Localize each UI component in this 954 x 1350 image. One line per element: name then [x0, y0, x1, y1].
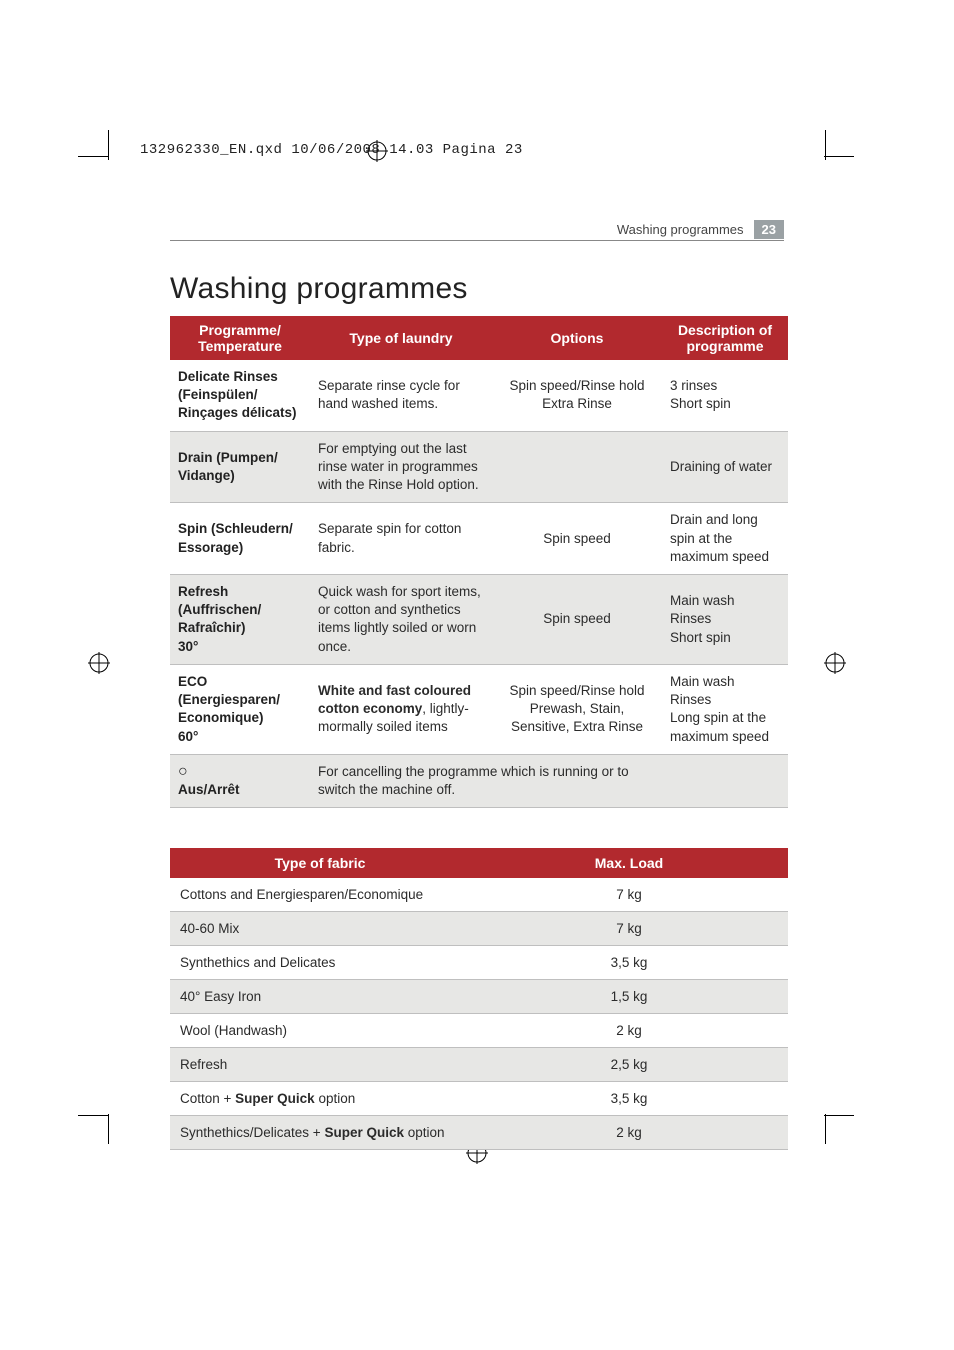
cell-description: 3 rinses Short spin: [662, 360, 788, 431]
table-row: Delicate Rinses (Feinspülen/ Rinçages dé…: [170, 360, 788, 431]
cell-fabric: 40° Easy Iron: [170, 980, 470, 1014]
cell-options: Spin speed/Rinse hold Prewash, Stain, Se…: [492, 664, 662, 754]
cell-fabric: Synthethics and Delicates: [170, 946, 470, 980]
hdr-line: programme: [668, 338, 782, 354]
cell-maxload: 3,5 kg: [470, 1082, 788, 1116]
hdr-line: Temperature: [176, 338, 304, 354]
cell-maxload: 7 kg: [470, 912, 788, 946]
table-row: 40° Easy Iron1,5 kg: [170, 980, 788, 1014]
cell-text: Aus/Arrêt: [178, 781, 302, 799]
page-number: 23: [754, 220, 784, 239]
cell-text-bold: Super Quick: [235, 1091, 315, 1106]
programmes-tbody: Delicate Rinses (Feinspülen/ Rinçages dé…: [170, 360, 788, 808]
col-laundry: Type of laundry: [310, 316, 492, 360]
cell-options: [492, 431, 662, 503]
cell-options: Spin speed/Rinse hold Extra Rinse: [492, 360, 662, 431]
crop-mark: [78, 1115, 108, 1116]
cell-maxload: 3,5 kg: [470, 946, 788, 980]
table-row: ECO (Energiesparen/ Economique) 60°White…: [170, 664, 788, 754]
cell-fabric: 40-60 Mix: [170, 912, 470, 946]
crop-mark: [825, 1114, 826, 1144]
cell-options: Spin speed: [492, 574, 662, 664]
cell-fabric: Cottons and Energiesparen/Economique: [170, 878, 470, 912]
col-fabric: Type of fabric: [170, 848, 470, 878]
cell-laundry: White and fast coloured cotton economy, …: [310, 664, 492, 754]
cell-laundry: For emptying out the last rinse water in…: [310, 431, 492, 503]
programmes-table: Programme/ Temperature Type of laundry O…: [170, 316, 788, 808]
cell-fabric: Refresh: [170, 1048, 470, 1082]
table-row: Drain (Pumpen/ Vidange)For emptying out …: [170, 431, 788, 503]
cell-text-bold: White and fast coloured cotton economy: [318, 683, 471, 716]
page-title: Washing programmes: [170, 272, 788, 306]
col-description: Description of programme: [662, 316, 788, 360]
cell-fabric: Wool (Handwash): [170, 1014, 470, 1048]
cell-programme: ○Aus/Arrêt: [170, 754, 310, 807]
cell-programme: Refresh (Auffrischen/ Rafraîchir) 30°: [170, 574, 310, 664]
table-row: Wool (Handwash)2 kg: [170, 1014, 788, 1048]
crop-mark: [108, 130, 109, 160]
col-maxload: Max. Load: [470, 848, 788, 878]
running-header-rule: [170, 240, 784, 241]
cell-laundry: Separate rinse cycle for hand washed ite…: [310, 360, 492, 431]
cell-description: [662, 754, 788, 807]
running-header-section: Washing programmes: [617, 222, 744, 237]
table-row: Synthethics and Delicates3,5 kg: [170, 946, 788, 980]
load-tbody: Cottons and Energiesparen/Economique7 kg…: [170, 878, 788, 1150]
cell-options: Spin speed: [492, 503, 662, 575]
crop-mark: [825, 130, 826, 160]
cell-fabric: Cotton + Super Quick option: [170, 1082, 470, 1116]
cell-merged: For cancelling the programme which is ru…: [310, 754, 662, 807]
table-row: Refresh (Auffrischen/ Rafraîchir) 30°Qui…: [170, 574, 788, 664]
cell-maxload: 2 kg: [470, 1116, 788, 1150]
table-row: Synthethics/Delicates + Super Quick opti…: [170, 1116, 788, 1150]
cell-programme: Delicate Rinses (Feinspülen/ Rinçages dé…: [170, 360, 310, 431]
cell-maxload: 1,5 kg: [470, 980, 788, 1014]
crop-mark: [824, 1115, 854, 1116]
cell-programme: Drain (Pumpen/ Vidange): [170, 431, 310, 503]
content-area: Washing programmes Programme/ Temperatur…: [170, 258, 788, 1150]
crop-mark: [108, 1114, 109, 1144]
col-programme: Programme/ Temperature: [170, 316, 310, 360]
hdr-line: Description of: [678, 322, 772, 338]
table-row: Cotton + Super Quick option3,5 kg: [170, 1082, 788, 1116]
table-header-row: Type of fabric Max. Load: [170, 848, 788, 878]
cell-maxload: 7 kg: [470, 878, 788, 912]
cell-laundry: Separate spin for cotton fabric.: [310, 503, 492, 575]
page: 132962330_EN.qxd 10/06/2008 14.03 Pagina…: [0, 0, 954, 1350]
table-row: Cottons and Energiesparen/Economique7 kg: [170, 878, 788, 912]
running-header: Washing programmes 23: [617, 220, 784, 239]
cell-fabric: Synthethics/Delicates + Super Quick opti…: [170, 1116, 470, 1150]
col-options: Options: [492, 316, 662, 360]
table-row: Refresh2,5 kg: [170, 1048, 788, 1082]
cell-description: Main wash Rinses Long spin at the maximu…: [662, 664, 788, 754]
table-header-row: Programme/ Temperature Type of laundry O…: [170, 316, 788, 360]
table-row: ○Aus/ArrêtFor cancelling the programme w…: [170, 754, 788, 807]
off-icon: ○: [178, 764, 188, 780]
hdr-line: Programme/: [199, 322, 281, 338]
cell-programme: ECO (Energiesparen/ Economique) 60°: [170, 664, 310, 754]
cell-laundry: Quick wash for sport items, or cotton an…: [310, 574, 492, 664]
cell-programme: Spin (Schleudern/ Essorage): [170, 503, 310, 575]
registration-mark-icon: [88, 652, 110, 674]
load-table: Type of fabric Max. Load Cottons and Ene…: [170, 848, 788, 1150]
table-row: 40-60 Mix7 kg: [170, 912, 788, 946]
cell-description: Drain and long spin at the maximum speed: [662, 503, 788, 575]
cell-text-bold: Super Quick: [324, 1125, 404, 1140]
registration-mark-icon: [824, 652, 846, 674]
cell-maxload: 2,5 kg: [470, 1048, 788, 1082]
crop-mark: [824, 156, 854, 157]
table-row: Spin (Schleudern/ Essorage)Separate spin…: [170, 503, 788, 575]
cell-maxload: 2 kg: [470, 1014, 788, 1048]
prepress-stamp: 132962330_EN.qxd 10/06/2008 14.03 Pagina…: [140, 142, 523, 158]
cell-description: Main wash Rinses Short spin: [662, 574, 788, 664]
cell-description: Draining of water: [662, 431, 788, 503]
crop-mark: [78, 156, 108, 157]
